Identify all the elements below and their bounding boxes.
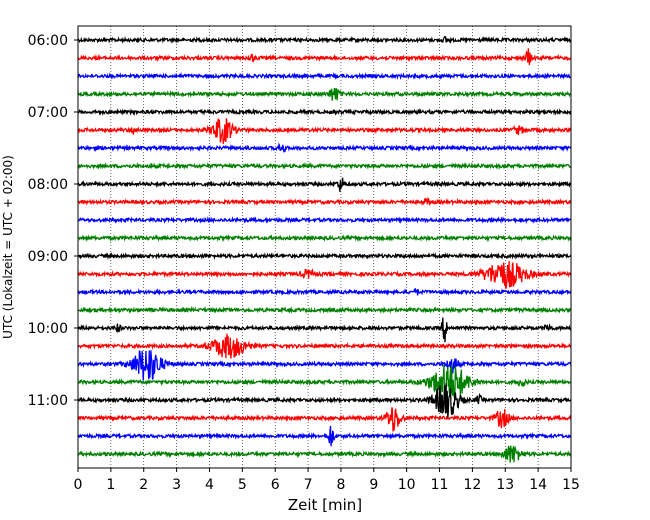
seismic-trace (77, 161, 572, 171)
x-tick-label: 4 (205, 477, 214, 493)
seismic-trace (77, 407, 572, 432)
x-axis-ticks: 0 1 2 3 4 5 6 7 8 9 10 11 12 13 14 15 (74, 468, 580, 493)
x-tick-label: 9 (369, 477, 378, 493)
x-tick-label: 0 (74, 477, 83, 493)
seismic-trace (77, 445, 572, 463)
x-tick-label: 13 (496, 477, 514, 493)
x-tick-label: 10 (398, 477, 416, 493)
seismic-trace (77, 317, 572, 343)
x-tick-label: 6 (271, 477, 280, 493)
seismic-trace (77, 305, 572, 315)
y-tick-label: 11:00 (28, 393, 68, 409)
x-tick-label: 2 (139, 477, 148, 493)
x-tick-label: 14 (529, 477, 547, 493)
plot-frame (77, 25, 572, 469)
seismic-trace (77, 118, 572, 144)
seismic-trace (77, 364, 572, 398)
y-tick-label: 06:00 (28, 33, 68, 49)
seismic-trace (77, 197, 572, 207)
x-tick-label: 3 (172, 477, 181, 493)
x-tick-label: 8 (336, 477, 345, 493)
x-tick-label: 7 (304, 477, 313, 493)
x-tick-label: 5 (238, 477, 247, 493)
seismic-trace (77, 425, 572, 447)
seismic-trace (77, 35, 572, 45)
seismic-trace (77, 383, 572, 419)
seismic-trace (77, 260, 572, 289)
seismic-trace (77, 333, 572, 359)
seismic-trace (77, 287, 572, 296)
seismic-trace (77, 350, 572, 381)
y-axis-label: UTC (Lokalzeit = UTC + 02:00) (1, 155, 15, 339)
seismic-trace (77, 142, 572, 153)
seismic-trace (77, 72, 572, 81)
seismic-trace (77, 88, 572, 101)
x-tick-label: 11 (431, 477, 449, 493)
x-tick-label: 15 (562, 477, 580, 493)
y-axis-ticks: 06:00 07:00 08:00 09:00 10:00 11:00 (28, 33, 78, 409)
y-tick-label: 08:00 (28, 177, 68, 193)
y-tick-label: 07:00 (28, 105, 68, 121)
x-tick-label: 1 (106, 477, 115, 493)
seismic-trace (77, 251, 572, 261)
seismic-trace (77, 177, 572, 192)
seismic-trace (77, 233, 572, 243)
y-tick-label: 09:00 (28, 249, 68, 265)
x-tick-label: 12 (463, 477, 481, 493)
y-tick-label: 10:00 (28, 321, 68, 337)
x-axis-label: Zeit [min] (288, 496, 362, 514)
seismic-trace (77, 216, 572, 225)
seismic-traces (77, 35, 572, 463)
seismic-trace (77, 48, 572, 65)
seismic-trace (77, 107, 572, 117)
